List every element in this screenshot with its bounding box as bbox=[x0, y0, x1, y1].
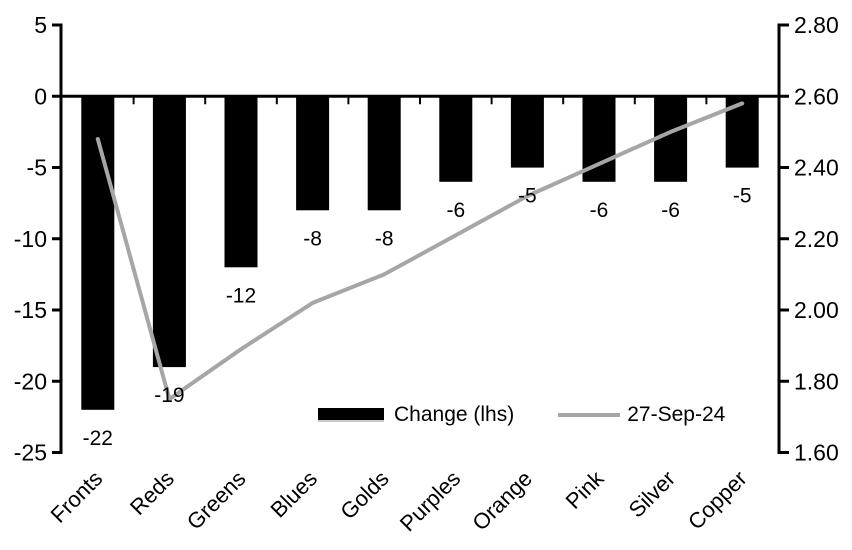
line-series bbox=[95, 101, 745, 402]
bar bbox=[81, 96, 115, 410]
left-axis-tick-label: -25 bbox=[14, 440, 47, 466]
bar-value-label: -12 bbox=[226, 284, 256, 307]
right-axis-tick-label: 1.80 bbox=[794, 368, 839, 394]
category-label: Fronts bbox=[46, 466, 108, 528]
right-axis-tick-label: 2.60 bbox=[794, 83, 839, 109]
bar-value-label: -8 bbox=[303, 227, 322, 250]
left-axis-tick-label: 0 bbox=[34, 83, 47, 109]
bar-value-label: -6 bbox=[590, 199, 609, 222]
left-axis-tick-label: 5 bbox=[34, 12, 47, 38]
left-axis-tick-label: -5 bbox=[27, 155, 47, 181]
bar bbox=[367, 96, 401, 211]
category-label: Pink bbox=[561, 465, 610, 514]
category-label: Reds bbox=[125, 466, 179, 520]
bar bbox=[224, 96, 258, 268]
bar bbox=[654, 96, 688, 182]
legend-label-date: 27-Sep-24 bbox=[627, 403, 726, 426]
right-axis-tick-label: 2.20 bbox=[794, 226, 839, 252]
bar bbox=[296, 96, 330, 211]
category-label: Golds bbox=[335, 466, 393, 524]
category-label: Purples bbox=[395, 466, 465, 536]
category-label: Greens bbox=[182, 466, 251, 535]
category-label: Silver bbox=[624, 466, 681, 523]
bar-value-label: -6 bbox=[446, 199, 465, 222]
bar bbox=[510, 96, 544, 168]
bar-value-label: -19 bbox=[154, 384, 184, 407]
chart-legend: Change (lhs) 27-Sep-24 bbox=[318, 399, 725, 431]
legend-label-change: Change (lhs) bbox=[394, 403, 515, 426]
bar-value-label: -6 bbox=[661, 199, 680, 222]
legend-item-change: Change (lhs) bbox=[318, 403, 514, 427]
category-label: Orange bbox=[467, 466, 537, 536]
left-axis-tick-label: -20 bbox=[14, 368, 47, 394]
right-axis-tick-label: 2.80 bbox=[794, 12, 839, 38]
left-axis-tick-label: -10 bbox=[14, 226, 47, 252]
category-label: Blues bbox=[266, 466, 323, 523]
legend-line-swatch-icon bbox=[558, 413, 621, 417]
right-axis-tick-label: 2.40 bbox=[794, 155, 839, 181]
legend-item-line-series: 27-Sep-24 bbox=[558, 403, 725, 427]
bar-value-label: -5 bbox=[518, 185, 537, 208]
category-label: Copper bbox=[683, 466, 752, 535]
bar-value-label: -5 bbox=[733, 185, 752, 208]
right-axis-tick-label: 1.60 bbox=[794, 440, 839, 466]
bar bbox=[152, 96, 186, 368]
bar-value-label: -22 bbox=[83, 427, 113, 450]
bar bbox=[439, 96, 473, 182]
left-axis-tick-label: -15 bbox=[14, 297, 47, 323]
bar-value-label: -8 bbox=[375, 227, 394, 250]
right-axis-tick-label: 2.00 bbox=[794, 297, 839, 323]
legend-bar-swatch-icon bbox=[318, 408, 384, 422]
